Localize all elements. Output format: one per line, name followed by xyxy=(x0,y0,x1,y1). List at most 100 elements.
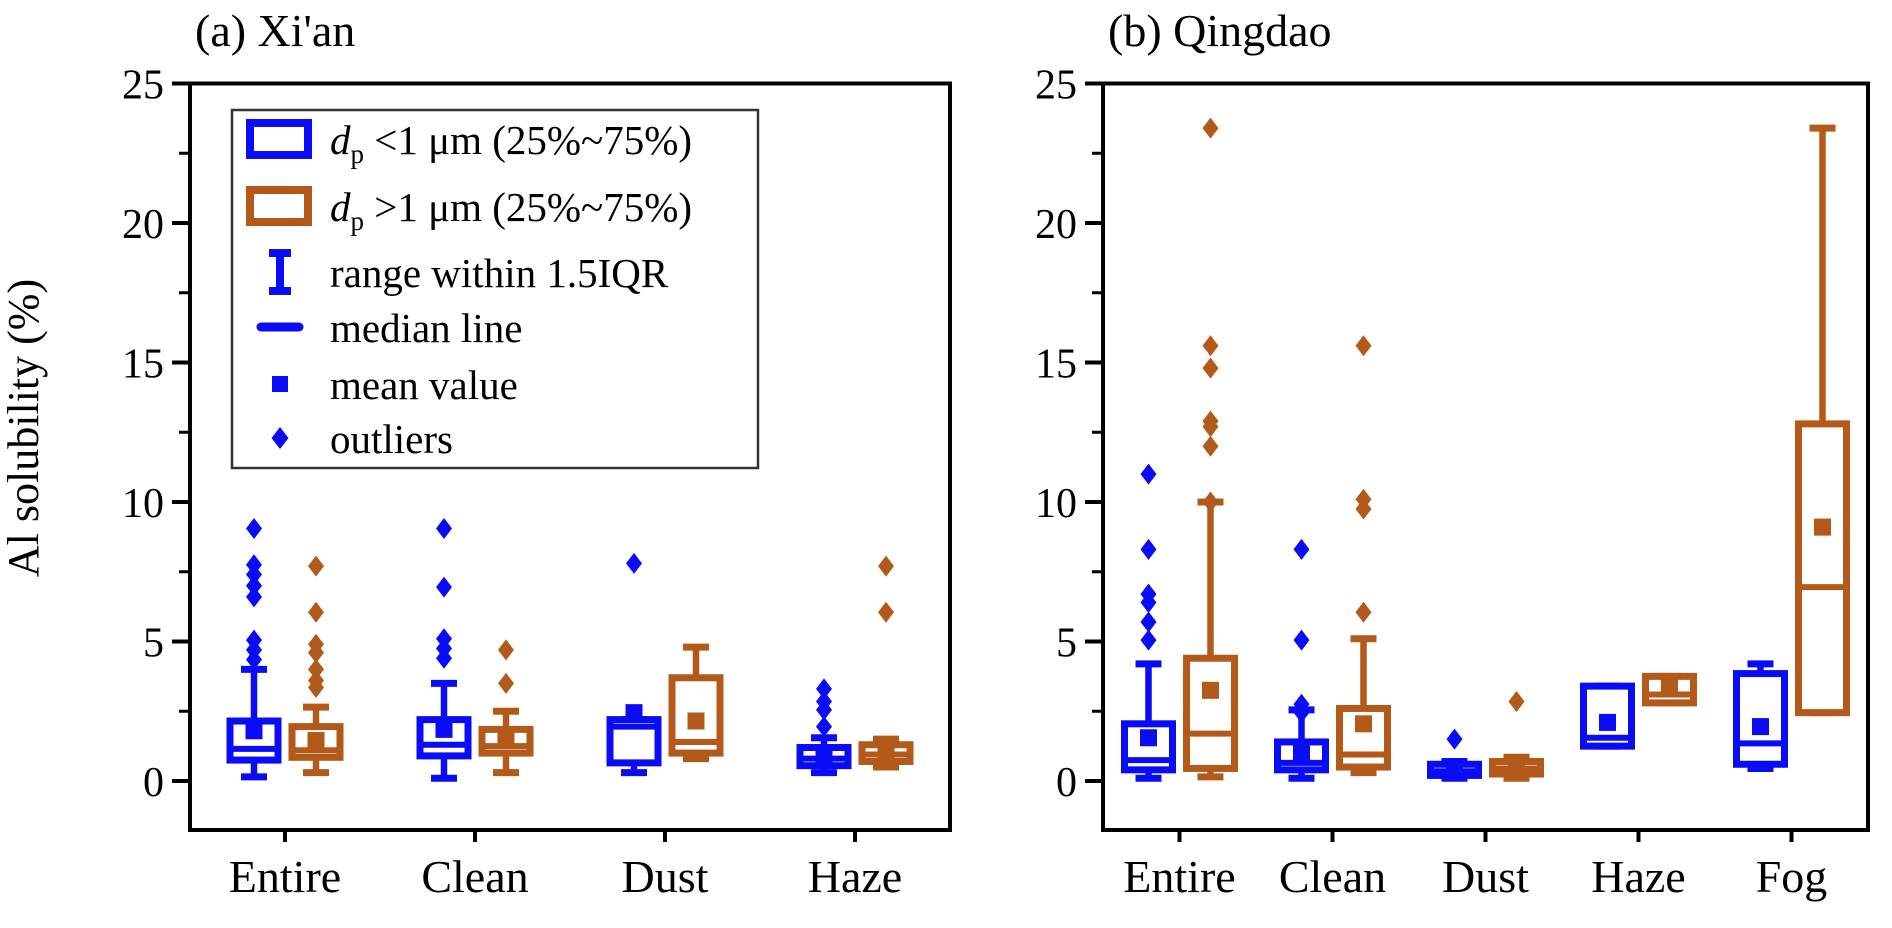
outlier-diamond xyxy=(878,555,894,577)
box-group xyxy=(1274,538,1329,782)
y-axis-label: Al solubility (%) xyxy=(0,279,48,577)
legend-item-label: dp <1 μm (25%~75%) xyxy=(330,117,692,169)
legend-item-label: range within 1.5IQR xyxy=(330,250,669,296)
panel-title: (b) Qingdao xyxy=(1108,5,1332,56)
box-group xyxy=(1795,124,1850,717)
outlier-diamond xyxy=(246,575,262,597)
series-coarse-particles xyxy=(1183,117,1850,782)
legend-box-swatch xyxy=(246,119,312,159)
mean-marker xyxy=(1752,718,1769,736)
outlier-diamond xyxy=(246,554,262,576)
y-tick-label: 10 xyxy=(122,481,164,527)
y-tick-label: 15 xyxy=(122,342,164,388)
legend-item-label: median line xyxy=(330,305,522,351)
iqr-box xyxy=(1183,654,1238,772)
mean-marker xyxy=(1508,758,1525,776)
mean-marker xyxy=(435,720,453,738)
legend-item-label: dp >1 μm (25%~75%) xyxy=(330,184,692,236)
outlier-diamond xyxy=(1140,583,1157,605)
y-tick-label: 20 xyxy=(1035,202,1077,248)
panel-qingdao: (b) Qingdao 0 5 10 15 20 25 Entire Clean Dust Haze… xyxy=(1035,5,1870,902)
mean-marker xyxy=(1355,715,1372,733)
series-fine-particles xyxy=(1121,463,1788,782)
box-group xyxy=(416,518,472,782)
outlier-diamond xyxy=(1508,690,1525,712)
outlier-diamond xyxy=(1202,435,1219,457)
x-category-label: Haze xyxy=(808,851,902,902)
outlier-diamond xyxy=(436,518,452,540)
y-tick-label: 20 xyxy=(122,202,164,248)
axes-frame xyxy=(188,81,952,832)
outlier-diamond xyxy=(1140,463,1157,485)
mean-marker xyxy=(1814,518,1831,536)
legend-item-label: outliers xyxy=(330,416,453,462)
outlier-diamond xyxy=(436,628,452,650)
mean-marker xyxy=(1140,729,1157,747)
y-tick-label: 25 xyxy=(1035,63,1077,109)
box-group xyxy=(858,555,914,771)
outlier-diamond xyxy=(1355,335,1372,357)
x-category-label: Haze xyxy=(1591,851,1685,902)
outlier-diamond xyxy=(1202,357,1219,379)
outlier-diamond xyxy=(1202,117,1219,139)
outlier-diamond xyxy=(308,555,324,577)
outlier-diamond xyxy=(308,601,324,623)
box-group xyxy=(1336,335,1391,777)
x-category-label: Dust xyxy=(622,851,709,902)
y-tick-label: 0 xyxy=(1056,760,1077,806)
outlier-diamond xyxy=(1446,728,1463,750)
mean-marker xyxy=(1599,713,1616,731)
outlier-diamond xyxy=(1140,538,1157,560)
mean-marker xyxy=(687,712,705,730)
y-tick-label: 5 xyxy=(143,621,164,667)
series-fine-particles xyxy=(226,518,852,782)
box-group xyxy=(1121,463,1176,782)
box-group xyxy=(478,639,534,777)
outlier-diamond xyxy=(1355,601,1372,623)
y-tick-label: 5 xyxy=(1056,621,1077,667)
outlier-diamond xyxy=(816,678,832,700)
mean-marker xyxy=(307,732,325,750)
box-group xyxy=(668,643,724,763)
legend-item-label: mean value xyxy=(330,362,518,408)
x-category-label: Entire xyxy=(229,851,341,902)
panel-title: (a) Xi'an xyxy=(195,5,355,56)
outlier-diamond xyxy=(878,601,894,623)
mean-marker xyxy=(497,729,515,747)
series-coarse-particles xyxy=(288,555,914,777)
y-tick-label: 15 xyxy=(1035,342,1077,388)
box-group xyxy=(1580,682,1635,750)
panel-xian: (a) Xi'an 0 5 10 15 20 25 Entire Clean Dust Haze dp… xyxy=(122,5,952,902)
x-category-label: Clean xyxy=(1279,851,1386,902)
box-group xyxy=(796,678,852,777)
outlier-diamond xyxy=(1293,538,1310,560)
outlier-diamond xyxy=(1202,335,1219,357)
outlier-diamond xyxy=(308,658,324,680)
legend-outlier-icon xyxy=(271,427,289,449)
mean-marker xyxy=(625,704,643,722)
mean-marker xyxy=(1202,681,1219,699)
box-group xyxy=(606,552,662,777)
outlier-diamond xyxy=(498,672,514,694)
mean-marker xyxy=(815,748,833,766)
outlier-diamond xyxy=(1293,693,1310,715)
y-tick-label: 0 xyxy=(143,760,164,806)
box-group xyxy=(1489,690,1544,782)
outlier-diamond xyxy=(816,716,832,738)
outlier-diamond xyxy=(1293,629,1310,651)
outlier-diamond xyxy=(1140,611,1157,633)
legend-box-swatch xyxy=(246,186,312,226)
mean-marker xyxy=(245,722,263,740)
x-category-label: Fog xyxy=(1756,851,1828,902)
box-group xyxy=(1183,117,1238,781)
mean-marker xyxy=(877,744,895,762)
outlier-diamond xyxy=(1202,491,1219,513)
x-category-label: Dust xyxy=(1442,851,1529,902)
outlier-diamond xyxy=(308,633,324,655)
outlier-diamond xyxy=(246,518,262,540)
outlier-diamond xyxy=(246,629,262,651)
y-tick-label: 10 xyxy=(1035,481,1077,527)
box-group xyxy=(226,518,282,781)
